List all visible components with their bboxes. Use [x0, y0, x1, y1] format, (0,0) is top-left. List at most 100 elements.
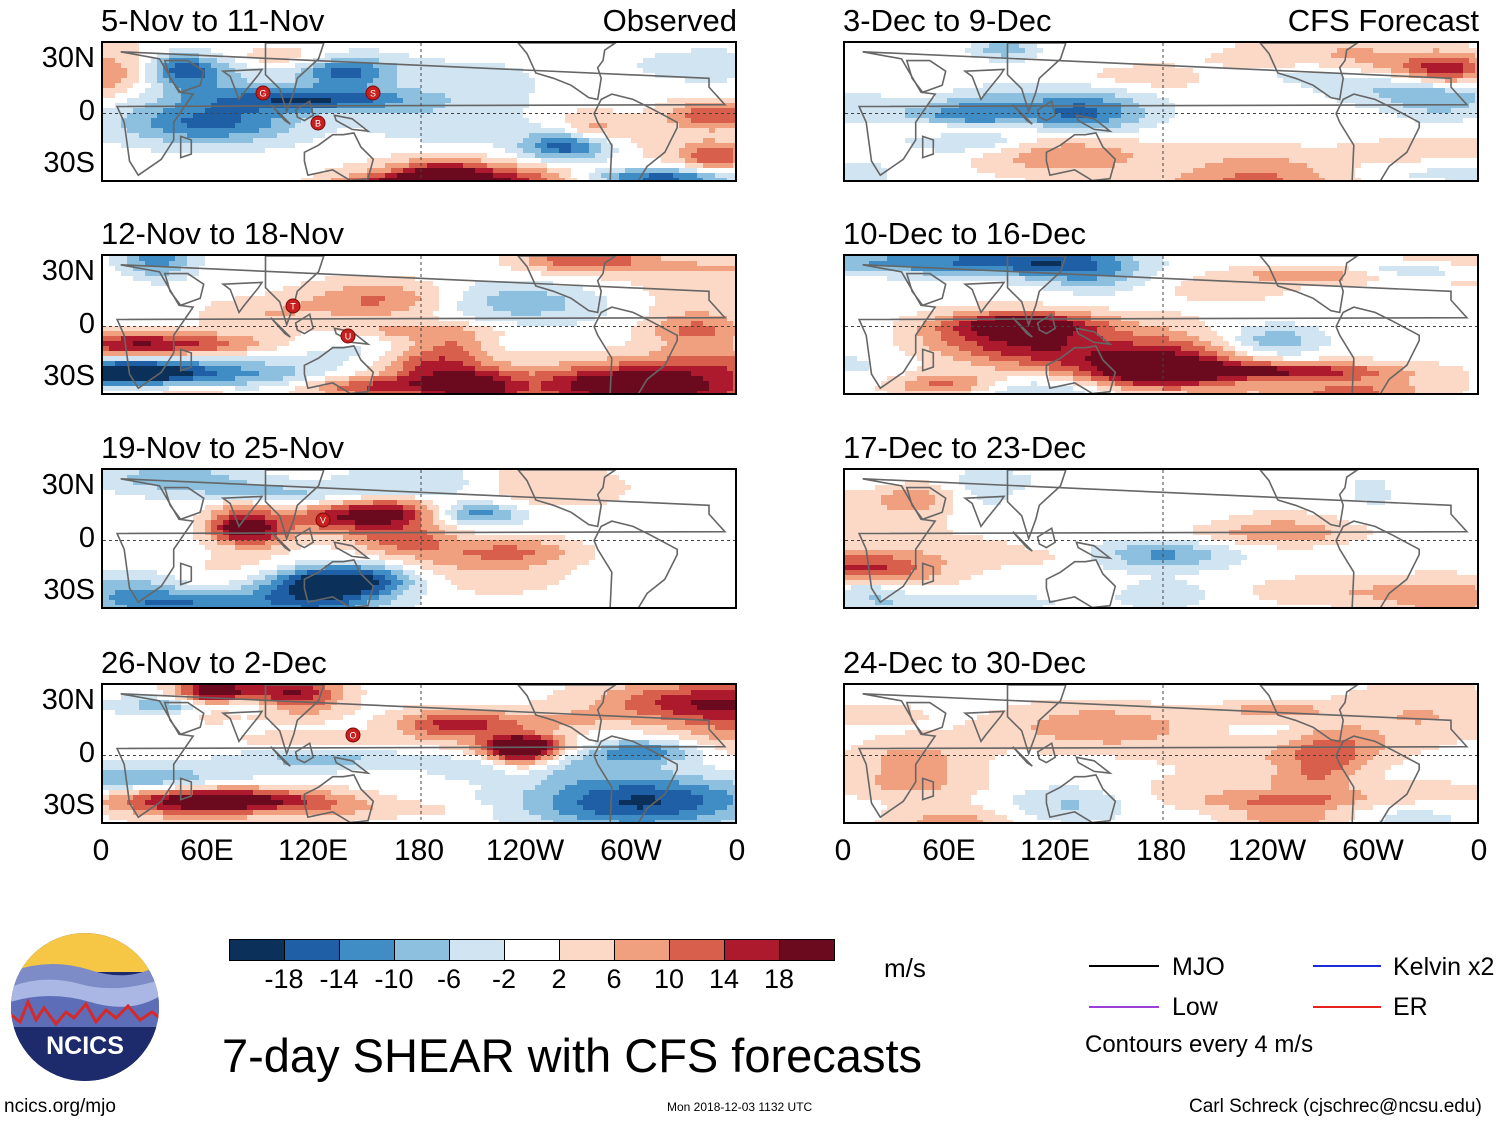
shear-cell: [139, 148, 146, 154]
shear-cell: [109, 266, 116, 272]
shear-cell: [709, 173, 716, 179]
shear-cell: [523, 296, 530, 302]
shear-cell: [613, 321, 620, 327]
shear-cell: [715, 123, 722, 129]
shear-cell: [343, 266, 350, 272]
shear-cell: [589, 48, 596, 54]
shear-cell: [433, 43, 440, 49]
shear-cell: [409, 68, 416, 74]
shear-cell: [727, 291, 734, 297]
shear-cell: [691, 316, 698, 322]
shear-cell: [229, 296, 236, 302]
shear-cell: [277, 128, 284, 134]
shear-cell: [307, 341, 314, 347]
shear-cell: [727, 58, 734, 64]
shear-cell: [115, 123, 122, 129]
shear-cell: [391, 88, 398, 94]
shear-cell: [475, 113, 482, 119]
shear-cell: [229, 118, 236, 124]
shear-cell: [103, 168, 110, 174]
shear-cell: [133, 336, 140, 342]
shear-cell: [151, 311, 158, 317]
shear-cell: [679, 48, 686, 54]
shear-cell: [415, 43, 422, 49]
shear-cell: [325, 311, 332, 317]
shear-cell: [367, 341, 374, 347]
shear-cell: [289, 88, 296, 94]
shear-cell: [403, 128, 410, 134]
shear-cell: [505, 168, 512, 174]
shear-cell: [625, 118, 632, 124]
shear-cell: [433, 53, 440, 59]
shear-cell: [409, 306, 416, 312]
shear-cell: [265, 48, 272, 54]
shear-cell: [439, 266, 446, 272]
shear-cell: [355, 321, 362, 327]
shear-cell: [649, 103, 656, 109]
shear-cell: [325, 178, 332, 180]
shear-cell: [523, 113, 530, 119]
shear-cell: [163, 163, 170, 169]
shear-cell: [103, 143, 110, 149]
shear-cell: [103, 316, 110, 322]
shear-cell: [481, 168, 488, 174]
shear-cell: [223, 158, 230, 164]
shear-cell: [187, 168, 194, 174]
shear-cell: [637, 48, 644, 54]
shear-cell: [595, 83, 602, 89]
shear-cell: [379, 306, 386, 312]
shear-cell: [511, 306, 518, 312]
shear-cell: [697, 336, 704, 342]
shear-cell: [307, 53, 314, 59]
shear-cell: [469, 48, 476, 54]
shear-cell: [517, 331, 524, 337]
shear-cell: [733, 128, 735, 134]
shear-cell: [217, 43, 224, 49]
shear-cell: [355, 68, 362, 74]
shear-cell: [643, 78, 650, 84]
shear-cell: [139, 271, 146, 277]
shear-cell: [565, 173, 572, 179]
shear-cell: [103, 53, 110, 59]
shear-cell: [451, 128, 458, 134]
shear-cell: [283, 158, 290, 164]
shear-cell: [649, 93, 656, 99]
shear-cell: [235, 83, 242, 89]
shear-cell: [571, 98, 578, 104]
shear-cell: [151, 83, 158, 89]
shear-cell: [685, 178, 692, 180]
shear-cell: [685, 306, 692, 312]
shear-cell: [301, 163, 308, 169]
shear-cell: [517, 53, 524, 59]
shear-cell: [649, 123, 656, 129]
shear-cell: [193, 286, 200, 292]
shear-cell: [373, 326, 380, 332]
shear-cell: [583, 271, 590, 277]
shear-cell: [367, 63, 374, 69]
shear-cell: [397, 53, 404, 59]
shear-cell: [397, 73, 404, 79]
shear-cell: [469, 168, 476, 174]
shear-cell: [271, 301, 278, 307]
shear-cell: [577, 168, 584, 174]
shear-cell: [145, 311, 152, 317]
shear-cell: [235, 53, 242, 59]
shear-cell: [439, 43, 446, 49]
shear-cell: [271, 78, 278, 84]
shear-cell: [571, 331, 578, 337]
shear-cell: [127, 78, 134, 84]
shear-cell: [571, 133, 578, 139]
shear-cell: [475, 123, 482, 129]
shear-cell: [247, 78, 254, 84]
shear-cell: [409, 63, 416, 69]
shear-cell: [283, 48, 290, 54]
shear-cell: [499, 331, 506, 337]
coastline: [333, 114, 371, 133]
shear-cell: [247, 311, 254, 317]
shear-cell: [325, 321, 332, 327]
shear-cell: [205, 48, 212, 54]
shear-cell: [259, 108, 266, 114]
shear-cell: [343, 88, 350, 94]
shear-cell: [703, 128, 710, 134]
shear-cell: [307, 266, 314, 272]
